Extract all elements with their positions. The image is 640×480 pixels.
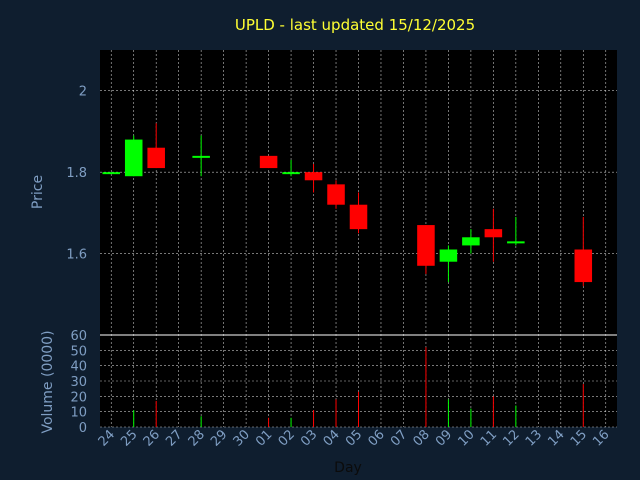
day-tick-label: 15: [568, 427, 590, 449]
day-tick-label: 01: [253, 427, 275, 449]
candle-body-09: [439, 249, 458, 262]
volume-bars: [133, 347, 584, 427]
candle-body-10: [462, 237, 480, 246]
day-tick-label: 06: [365, 427, 387, 449]
price-axis-label: Price: [30, 175, 46, 209]
volume-tick-label: 10: [70, 406, 87, 421]
candle-body-28: [192, 155, 210, 158]
candle-body-02: [282, 172, 300, 175]
day-tick-label: 25: [118, 427, 140, 449]
day-tick-label: 30: [231, 427, 253, 449]
price-tick-label: 1.8: [66, 166, 87, 181]
day-tick-label: 13: [523, 427, 545, 449]
day-tick-label: 09: [433, 427, 455, 449]
day-axis-label: Day: [334, 460, 362, 476]
volume-tick-label: 30: [70, 375, 87, 390]
day-tick-label: 07: [388, 427, 410, 449]
day-tick-label: 24: [96, 427, 118, 449]
day-tick-label: 27: [163, 427, 185, 449]
price-tick-label: 2: [79, 85, 87, 100]
day-tick-label: 10: [455, 427, 477, 449]
volume-tick-label: 50: [70, 344, 87, 359]
day-tick-label: 26: [141, 427, 163, 449]
volume-tick-label: 20: [70, 390, 87, 405]
candle-body-12: [507, 241, 525, 244]
candle-body-04: [327, 184, 345, 205]
candle-body-01: [259, 155, 278, 169]
day-tick-label: 28: [186, 427, 208, 449]
volume-axis-label: Volume (0000): [40, 330, 56, 433]
price-axis-ticks: 1.6 1.8 2: [66, 85, 87, 263]
candle-body-08: [417, 225, 435, 266]
candle-body-05: [349, 204, 368, 230]
day-tick-label: 05: [343, 427, 365, 449]
day-tick-label: 16: [590, 427, 612, 449]
candle-body-24: [102, 172, 121, 175]
day-tick-label: 08: [410, 427, 432, 449]
candle-body-15: [574, 249, 593, 283]
day-tick-label: 11: [478, 427, 500, 449]
price-tick-label: 1.6: [66, 248, 87, 263]
volume-tick-label: 40: [70, 360, 87, 375]
volume-tick-label: 60: [70, 329, 87, 344]
day-tick-label: 02: [276, 427, 298, 449]
candle-body-26: [147, 147, 165, 169]
day-tick-label: 03: [298, 427, 320, 449]
day-tick-label: 14: [545, 427, 567, 449]
day-tick-label: 29: [208, 427, 230, 449]
day-tick-label: 04: [321, 427, 343, 449]
candle-body-25: [124, 139, 143, 177]
volume-tick-label: 0: [79, 421, 87, 436]
candle-body-11: [484, 229, 503, 238]
chart-title: UPLD - last updated 15/12/2025: [235, 16, 475, 34]
day-axis-ticks: 24 25 26 27 28 29 30 01 02 03 04 05 06 07 08 09 10 11 12 13…: [96, 427, 613, 449]
day-tick-label: 12: [500, 427, 522, 449]
candle-body-03: [304, 172, 323, 181]
candles: [102, 123, 593, 287]
